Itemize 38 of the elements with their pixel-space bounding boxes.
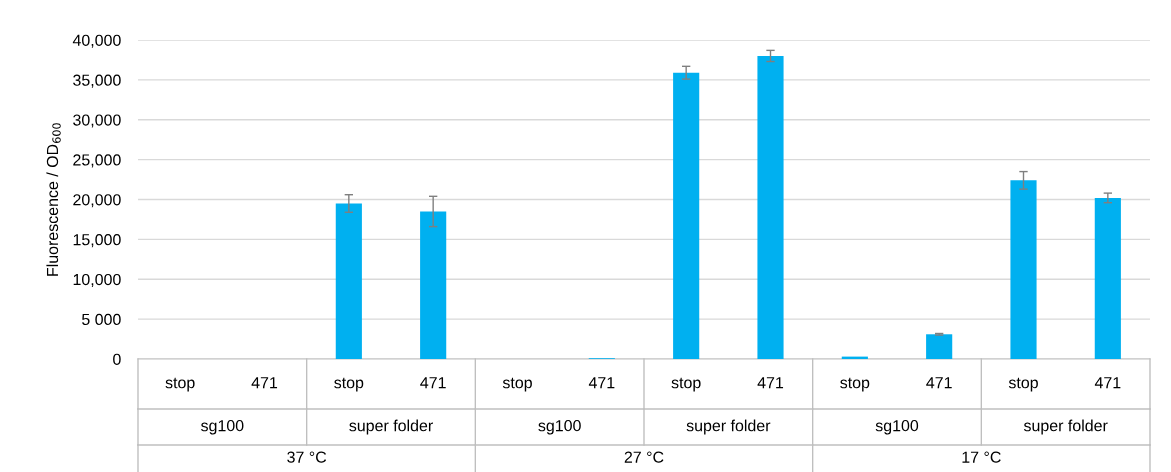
text: super folder [1023,419,1108,435]
text: sg100 [201,419,244,435]
bar [1094,197,1121,359]
x-tick-label: 471 [757,377,784,389]
x-tick-label: 471 [251,377,278,389]
y-axis-title: Fluorescence / OD$_{600}$ [46,123,61,276]
x-tick-label: 471 [1094,377,1121,389]
y-tick-label: 10,000 [73,273,121,288]
y-tick-label: 5 000 [82,313,121,326]
y-tick-label: 15,000 [73,234,121,248]
x-tick-label: stop [165,377,195,392]
y-tick-label: 35,000 [73,74,121,88]
x-tick-label: stop [1008,377,1038,392]
text: super folder [349,419,433,435]
x-tick-label: stop [671,377,701,392]
bar [926,334,953,359]
bar [673,72,700,359]
x-tick-label: 471 [588,377,615,389]
y-tick-label: 20,000 [73,194,121,208]
text: sg100 [538,419,581,435]
text: 17 °C [962,451,1001,463]
x-tick-label: stop [840,377,870,392]
x-tick-label: 471 [926,377,952,389]
x-tick-label: stop [334,377,364,392]
bar [1010,180,1037,359]
text: 27 °C [624,451,664,463]
bar [335,203,362,359]
y-tick-label: 25,000 [73,154,121,168]
bar [420,211,447,359]
bar [757,55,784,359]
x-tick-label: stop [502,377,532,392]
y-tick-label: 30,000 [73,114,121,128]
text: 37 °C [287,451,327,463]
x-tick-label: 471 [420,377,446,389]
text: super folder [686,419,771,435]
y-tick-label: 0 [113,353,121,365]
y-tick-label: 40,000 [72,34,121,48]
text: sg100 [875,419,919,435]
